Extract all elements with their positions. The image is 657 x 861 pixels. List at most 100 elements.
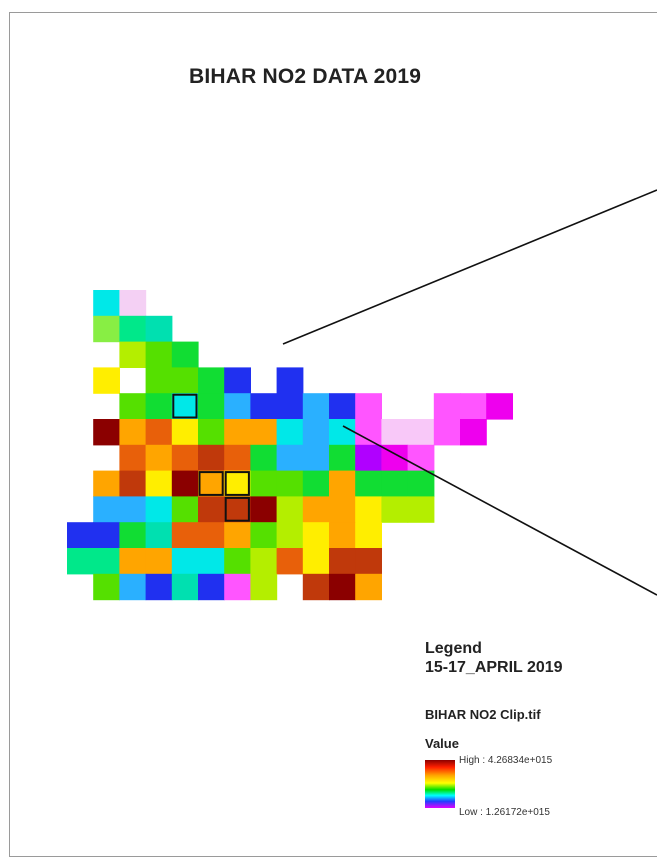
raster-cell: [302, 496, 330, 523]
raster-cell: [460, 393, 487, 420]
raster-cell: [224, 419, 251, 446]
raster-cell: [171, 444, 199, 472]
raster-cell: [171, 367, 199, 394]
raster-cell: [276, 393, 304, 420]
legend-high-label: High : 4.26834e+015: [459, 755, 553, 766]
raster-cell: [119, 573, 147, 601]
raster-cell: [93, 470, 120, 497]
raster-cell: [329, 470, 356, 497]
raster-cell: [145, 470, 173, 497]
leader-line-lower: [342, 425, 657, 596]
raster-cell: [198, 573, 225, 601]
raster-cell: [119, 290, 147, 317]
raster-cell: [355, 393, 382, 420]
raster-cell: [198, 367, 225, 394]
raster-cell: [276, 444, 304, 472]
raster-cell: [171, 341, 199, 368]
raster-cell: [224, 393, 251, 420]
raster-cell: [119, 470, 147, 497]
raster-cell: [119, 444, 147, 472]
raster-cell: [407, 419, 435, 446]
raster-cell: [302, 444, 330, 472]
raster-cell: [329, 522, 356, 549]
raster-cell: [93, 573, 120, 601]
raster-cell: [145, 548, 173, 575]
raster-cell: [460, 419, 487, 446]
raster-cell: [198, 548, 225, 575]
map-title: BIHAR NO2 DATA 2019: [189, 65, 422, 88]
raster-cell: [302, 419, 330, 446]
raster-cell: [145, 393, 173, 420]
raster-cell: [381, 496, 409, 523]
legend-layer-name: BIHAR NO2 Clip.tif: [425, 707, 541, 722]
raster-cell: [250, 444, 278, 472]
raster-cell: [224, 573, 251, 601]
raster-cell: [224, 522, 251, 549]
raster-cell: [381, 470, 409, 497]
raster-cell: [93, 315, 120, 343]
legend-field-name: Value: [425, 736, 459, 751]
raster-cell: [93, 290, 120, 317]
raster-cell: [119, 341, 147, 368]
raster-cell: [276, 522, 304, 549]
raster-cell: [145, 367, 173, 394]
raster-cell: [355, 496, 382, 523]
raster-cell: [119, 315, 147, 343]
raster-cell: [224, 548, 251, 575]
raster-cell: [329, 573, 356, 601]
raster-cell: [93, 419, 120, 446]
raster-cell: [276, 419, 304, 446]
raster-cell: [250, 573, 278, 601]
raster-cell: [355, 522, 382, 549]
raster-cell: [67, 522, 94, 549]
raster-cell: [407, 496, 435, 523]
raster-cell: [198, 393, 225, 420]
raster-cell: [145, 315, 173, 343]
raster-cell: [145, 522, 173, 549]
raster-cell: [329, 496, 356, 523]
highlighted-cell-outline: [172, 393, 198, 419]
raster-cell: [224, 367, 251, 394]
raster-cell: [145, 573, 173, 601]
raster-cell: [93, 522, 120, 549]
raster-cell: [171, 548, 199, 575]
raster-cell: [119, 496, 147, 523]
raster-cell: [250, 548, 278, 575]
raster-cell: [198, 470, 225, 497]
legend-color-ramp: [425, 760, 455, 808]
raster-cell: [302, 548, 330, 575]
raster-cell: [276, 470, 304, 497]
raster-cell: [93, 548, 120, 575]
raster-cell: [355, 444, 382, 472]
raster-cell: [250, 419, 278, 446]
raster-cell: [433, 419, 461, 446]
raster-cell: [67, 548, 94, 575]
raster-cell: [433, 393, 461, 420]
raster-cell: [302, 573, 330, 601]
raster-cell: [119, 548, 147, 575]
raster-cell: [486, 393, 513, 420]
raster-cell: [302, 393, 330, 420]
raster-cell: [276, 548, 304, 575]
raster-cell: [329, 393, 356, 420]
raster-cell: [171, 522, 199, 549]
raster-cell: [355, 548, 382, 575]
raster-cell: [145, 341, 173, 368]
raster-cell: [250, 393, 278, 420]
legend-heading: Legend: [425, 640, 482, 657]
raster-cell: [250, 496, 278, 523]
legend-low-label: Low : 1.26172e+015: [459, 807, 550, 818]
raster-cell: [329, 548, 356, 575]
raster-cell: [276, 496, 304, 523]
raster-cell: [171, 393, 199, 420]
highlighted-cell-outline: [224, 471, 250, 496]
raster-cell: [250, 470, 278, 497]
legend-period: 15-17_APRIL 2019: [425, 659, 563, 676]
raster-cell: [93, 367, 120, 394]
raster-cell: [93, 496, 120, 523]
raster-cell: [276, 367, 304, 394]
highlighted-cell-outline: [224, 496, 250, 522]
raster-cell: [329, 419, 356, 446]
raster-cell: [302, 522, 330, 549]
